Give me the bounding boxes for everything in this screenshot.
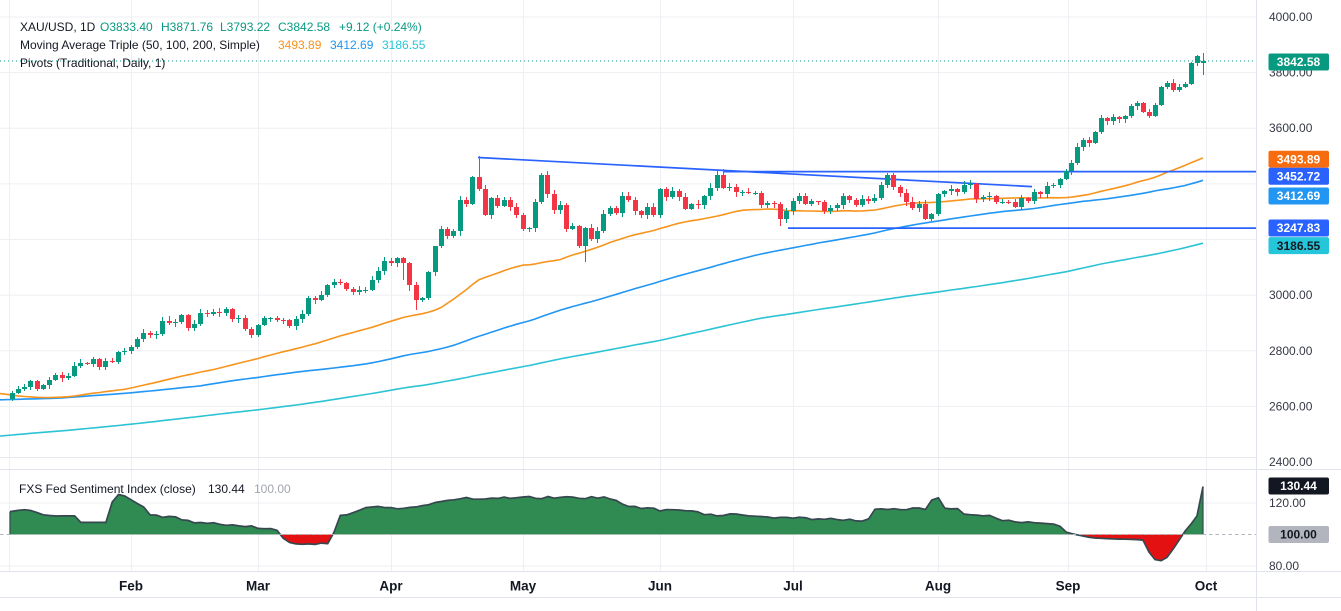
svg-text:3247.83: 3247.83 bbox=[1277, 221, 1321, 235]
svg-text:3452.72: 3452.72 bbox=[1277, 169, 1321, 183]
svg-text:H3871.76: H3871.76 bbox=[161, 20, 213, 34]
svg-text:FXS Fed Sentiment Index (close: FXS Fed Sentiment Index (close) bbox=[19, 482, 196, 496]
svg-text:3412.69: 3412.69 bbox=[1277, 189, 1321, 203]
svg-text:3493.89: 3493.89 bbox=[1277, 152, 1321, 166]
svg-text:100.00: 100.00 bbox=[254, 482, 291, 496]
svg-text:O3833.40: O3833.40 bbox=[100, 20, 153, 34]
svg-text:2400.00: 2400.00 bbox=[1269, 455, 1313, 469]
svg-text:4000.00: 4000.00 bbox=[1269, 10, 1313, 24]
svg-text:3493.89: 3493.89 bbox=[278, 38, 322, 52]
svg-text:May: May bbox=[510, 579, 537, 594]
svg-text:Aug: Aug bbox=[925, 579, 951, 594]
svg-text:L3793.22: L3793.22 bbox=[220, 20, 270, 34]
svg-text:3412.69: 3412.69 bbox=[330, 38, 374, 52]
svg-text:Pivots (Traditional, Daily, 1): Pivots (Traditional, Daily, 1) bbox=[20, 56, 165, 70]
svg-text:Feb: Feb bbox=[119, 579, 143, 594]
svg-text:130.44: 130.44 bbox=[1280, 479, 1317, 493]
svg-text:120.00: 120.00 bbox=[1269, 496, 1306, 510]
svg-text:+9.12 (+0.24%): +9.12 (+0.24%) bbox=[339, 20, 422, 34]
svg-text:Oct: Oct bbox=[1195, 579, 1218, 594]
svg-text:Apr: Apr bbox=[379, 579, 403, 594]
svg-text:3000.00: 3000.00 bbox=[1269, 288, 1313, 302]
svg-text:Jun: Jun bbox=[648, 579, 672, 594]
svg-text:C3842.58: C3842.58 bbox=[278, 20, 330, 34]
svg-text:XAU/USD, 1D: XAU/USD, 1D bbox=[20, 20, 96, 34]
svg-text:3186.55: 3186.55 bbox=[1277, 239, 1321, 253]
svg-text:2600.00: 2600.00 bbox=[1269, 399, 1313, 413]
svg-text:Jul: Jul bbox=[783, 579, 803, 594]
svg-text:130.44: 130.44 bbox=[208, 482, 245, 496]
svg-text:100.00: 100.00 bbox=[1280, 528, 1317, 542]
svg-text:80.00: 80.00 bbox=[1269, 559, 1299, 573]
svg-text:Sep: Sep bbox=[1056, 579, 1081, 594]
svg-text:2800.00: 2800.00 bbox=[1269, 344, 1313, 358]
svg-text:Moving Average Triple (50, 100: Moving Average Triple (50, 100, 200, Sim… bbox=[20, 38, 260, 52]
svg-text:3186.55: 3186.55 bbox=[382, 38, 426, 52]
svg-text:Mar: Mar bbox=[246, 579, 271, 594]
svg-text:3600.00: 3600.00 bbox=[1269, 121, 1313, 135]
svg-text:3842.58: 3842.58 bbox=[1277, 55, 1321, 69]
